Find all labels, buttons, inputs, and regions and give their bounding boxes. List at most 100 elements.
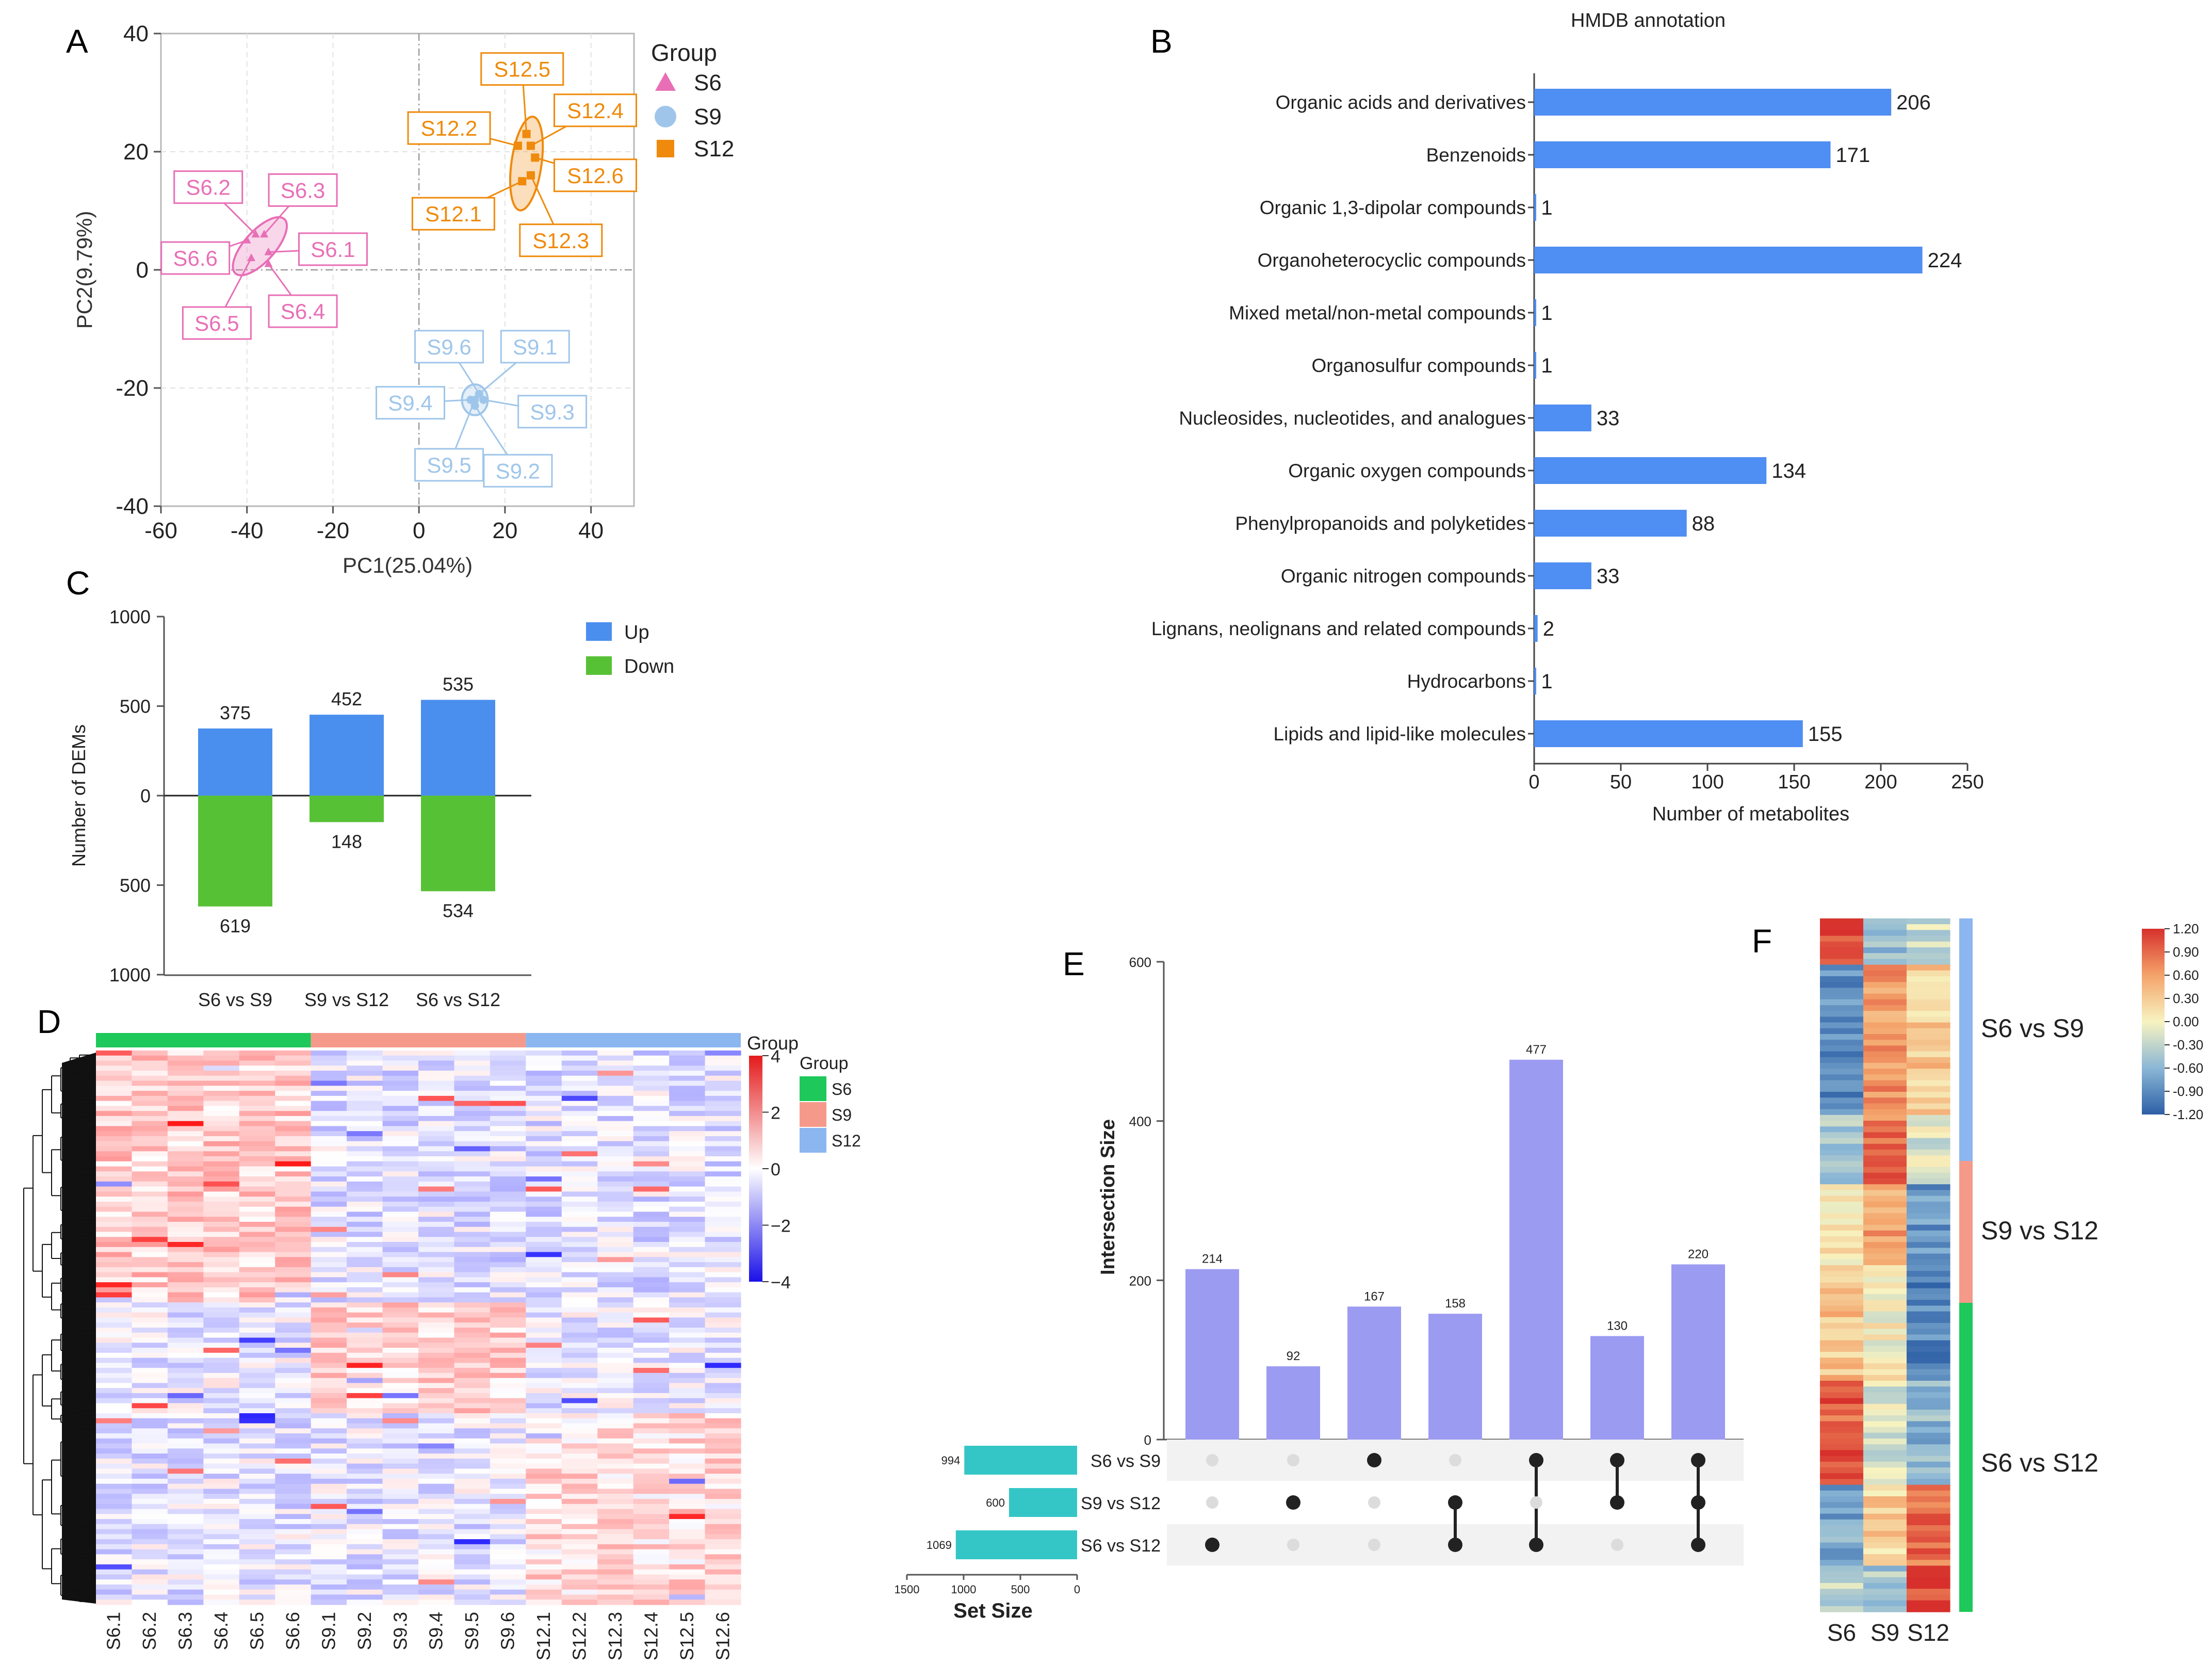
heatmap-cell [561, 1489, 598, 1494]
heatmap-cell [347, 1267, 383, 1273]
heatmap-cell [311, 1217, 347, 1222]
heatmap-cell [669, 1458, 706, 1464]
heatmap-cell [454, 1564, 491, 1570]
heatmap-cell [418, 1282, 455, 1288]
heatmap-cell [239, 1524, 275, 1530]
upset-intersection-value: 214 [1202, 1252, 1223, 1266]
heatmap-cell [311, 1221, 347, 1227]
f-heatmap-cell [1863, 935, 1907, 942]
heatmap-cell [597, 1388, 634, 1394]
heatmap-cell [454, 1312, 491, 1318]
heatmap-cell [96, 1080, 133, 1086]
heatmap-cell [311, 1267, 347, 1273]
heatmap-cell [132, 1151, 168, 1157]
f-heatmap-cell [1907, 1323, 1950, 1329]
heatmap-cell [239, 1146, 275, 1152]
hmdb-x-tick-label: 150 [1778, 771, 1810, 793]
heatmap-cell [311, 1051, 347, 1056]
pca-sample-label: S12.3 [532, 229, 589, 253]
heatmap-cell [239, 1201, 275, 1207]
heatmap-cell [382, 1126, 419, 1132]
hmdb-category-label: Phenylpropanoids and polyketides [1235, 513, 1526, 534]
heatmap-cell [705, 1126, 741, 1132]
heatmap-cell [597, 1483, 634, 1490]
heatmap-cell [311, 1191, 347, 1197]
heatmap-cell [669, 1186, 706, 1192]
upset-matrix-dot-active [1691, 1453, 1705, 1467]
heatmap-cell [203, 1226, 240, 1233]
hmdb-category-label: Lipids and lipid-like molecules [1274, 723, 1526, 745]
f-heatmap-cell [1863, 1259, 1907, 1266]
heatmap-cell [311, 1136, 347, 1142]
heatmap-cell [597, 1080, 634, 1086]
heatmap-cell [454, 1358, 491, 1363]
heatmap-cell [705, 1051, 741, 1056]
heatmap-cell [239, 1514, 275, 1520]
heatmap-cell [311, 1372, 347, 1379]
heatmap-cell [418, 1232, 455, 1237]
heatmap-cell [132, 1055, 168, 1061]
heatmap-cell [454, 1589, 491, 1595]
heatmap-cell [167, 1337, 204, 1343]
heatmap-cell [311, 1197, 347, 1202]
heatmap-cell [311, 1312, 347, 1318]
f-heatmap-cell [1863, 1600, 1907, 1607]
f-heatmap-cell [1907, 1143, 1950, 1150]
heatmap-cell [597, 1408, 634, 1414]
heatmap-cell [96, 1237, 133, 1242]
heatmap-cell [633, 1594, 670, 1600]
heatmap-cell [96, 1524, 133, 1530]
heatmap-legend-title: Group [800, 1054, 849, 1073]
heatmap-cell [132, 1095, 168, 1102]
f-heatmap-cell [1907, 1045, 1950, 1052]
upset-matrix-dot-active [1529, 1538, 1543, 1552]
f-heatmap-cell [1907, 1080, 1950, 1087]
hmdb-value-label: 33 [1597, 565, 1620, 588]
f-heatmap-cell [1820, 1484, 1864, 1491]
f-heatmap-cell [1863, 1097, 1907, 1104]
f-heatmap-cell [1820, 1167, 1864, 1173]
f-heatmap-cell [1907, 1259, 1950, 1266]
heatmap-cell [347, 1372, 383, 1379]
pca-x-tick-label: 20 [492, 518, 517, 543]
heatmap-cell [132, 1589, 168, 1595]
f-heatmap-cell [1907, 1317, 1950, 1323]
heatmap-cell [597, 1312, 634, 1318]
f-heatmap-cell [1820, 1045, 1864, 1052]
heatmap-cell [561, 1337, 598, 1343]
heatmap-cell [418, 1328, 455, 1333]
heatmap-cell [454, 1111, 491, 1117]
heatmap-cell [203, 1458, 240, 1464]
pca-sample-label: S9.4 [388, 391, 432, 415]
heatmap-cell [597, 1458, 634, 1464]
pca-point-s6 [260, 230, 269, 238]
heatmap-cell [454, 1161, 491, 1167]
heatmap-cell [132, 1307, 168, 1313]
heatmap-cell [526, 1388, 562, 1394]
heatmap-cell [705, 1448, 741, 1454]
heatmap-cell [705, 1428, 741, 1434]
heatmap-cell [347, 1171, 383, 1177]
heatmap-cell [454, 1569, 491, 1575]
heatmap-cell [311, 1287, 347, 1293]
heatmap-cell [167, 1272, 204, 1278]
heatmap-cell [597, 1226, 634, 1233]
heatmap-cell [347, 1559, 383, 1565]
heatmap-cell [382, 1060, 419, 1066]
heatmap-cell [526, 1121, 562, 1127]
upset-matrix-dot-inactive [1287, 1539, 1299, 1551]
heatmap-cell [96, 1297, 133, 1303]
heatmap-cell [490, 1564, 526, 1570]
pca-sample-label-box [173, 170, 243, 204]
heatmap-cell [275, 1282, 312, 1288]
heatmap-cell [561, 1514, 598, 1520]
heatmap-cell [275, 1206, 312, 1213]
heatmap-cell [597, 1322, 634, 1328]
pca-x-tick-label: -60 [144, 518, 177, 543]
heatmap-cell [705, 1106, 741, 1111]
heatmap-cell [132, 1483, 168, 1490]
f-heatmap-cell [1907, 1040, 1950, 1046]
f-heatmap-cell [1863, 1427, 1907, 1433]
hmdb-value-label: 33 [1597, 407, 1620, 430]
f-heatmap-cell [1820, 1525, 1864, 1531]
